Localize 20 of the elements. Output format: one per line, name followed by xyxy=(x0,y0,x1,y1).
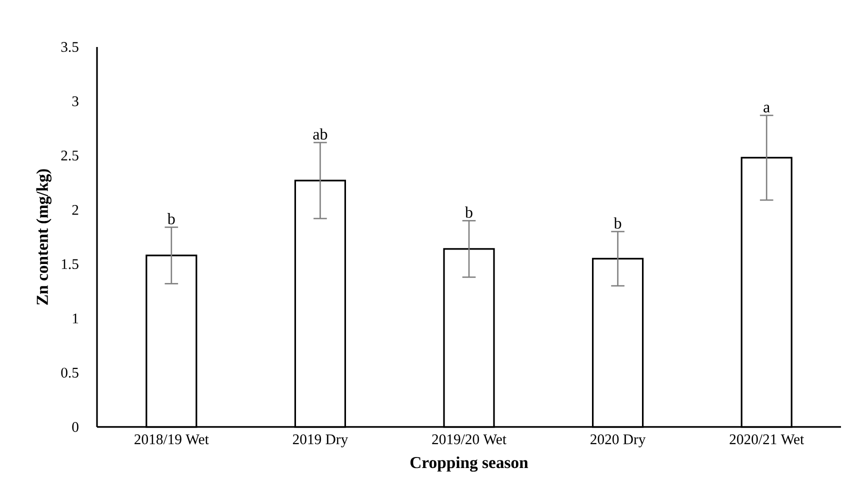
y-tick-label: 0.5 xyxy=(61,368,78,378)
x-tick-label: 2019 Dry xyxy=(292,434,348,448)
x-axis-title: Cropping season xyxy=(410,456,528,472)
x-tick-label: 2020/21 Wet xyxy=(730,434,804,444)
y-tick-label: 1.5 xyxy=(62,259,78,270)
y-tick-label: 1 xyxy=(72,314,78,324)
x-tick-label: 2018/19 Wet xyxy=(134,434,209,444)
y-tick-label: 3.5 xyxy=(61,42,78,52)
y-tick-label: 2 xyxy=(72,205,78,215)
y-axis-title: Zn content (mg/kg) xyxy=(36,169,52,305)
annotation: b xyxy=(465,206,472,218)
x-tick-label: 2020 Dry xyxy=(590,434,646,448)
y-tick-label: 2.5 xyxy=(61,150,78,161)
x-tick-label: 2019/20 Wet xyxy=(432,434,506,444)
annotation: ab xyxy=(313,128,328,140)
annotation: b xyxy=(614,217,622,229)
annotation: b xyxy=(167,213,175,224)
y-tick-label: 3 xyxy=(72,96,78,106)
y-tick-label: 0 xyxy=(72,422,78,432)
annotation: a xyxy=(764,104,770,112)
